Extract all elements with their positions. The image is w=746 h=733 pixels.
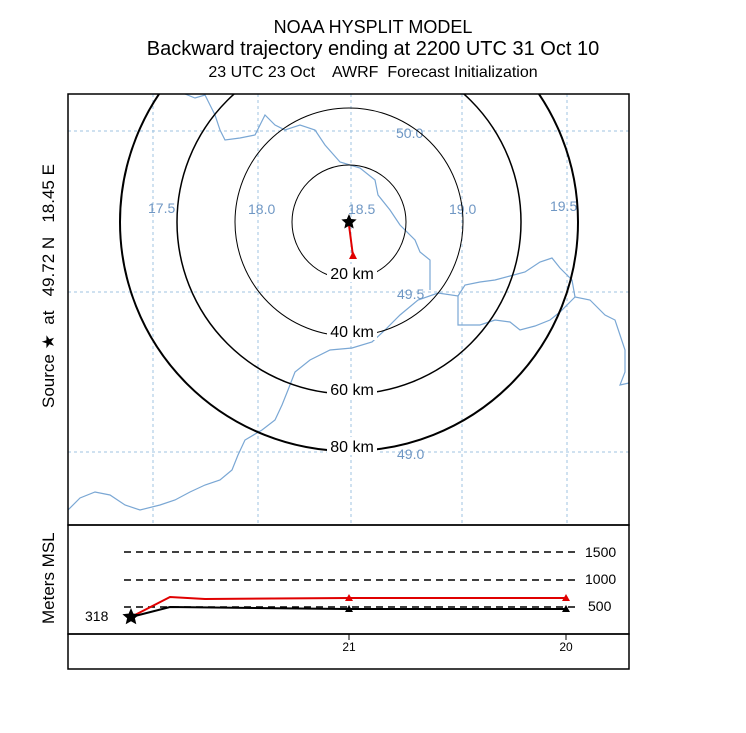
reference-label: 500 xyxy=(588,598,612,614)
ring-label: 80 km xyxy=(330,439,374,456)
longitude-label: 18.5 xyxy=(348,201,375,217)
reference-label: 1000 xyxy=(585,571,616,587)
height-marker-black xyxy=(345,605,353,612)
time-axis: 21 20 xyxy=(67,633,630,670)
latitude-label: 49.5 xyxy=(397,286,424,302)
map-panel: 17.5 18.0 18.5 19.0 19.5 50.0 49.5 49.0 … xyxy=(67,93,630,526)
trajectory-line xyxy=(348,224,354,257)
ring-label: 20 km xyxy=(330,266,374,283)
longitude-label: 17.5 xyxy=(148,200,175,216)
ring-label: 60 km xyxy=(330,382,374,399)
height-marker-red xyxy=(562,594,570,601)
longitude-label: 19.5 xyxy=(550,198,577,214)
trajectory-path xyxy=(348,224,357,259)
time-label: 21 xyxy=(342,640,356,654)
map-frame xyxy=(67,93,630,526)
trajectory-endpoint-marker xyxy=(349,251,357,259)
height-profile-red xyxy=(130,595,566,618)
ring-labels: 20 km 40 km 60 km 80 km xyxy=(327,264,377,456)
chart-subtitle: Backward trajectory ending at 2200 UTC 3… xyxy=(146,38,600,60)
chart-title: NOAA HYSPLIT MODEL xyxy=(273,17,473,37)
border-line xyxy=(457,296,576,331)
forecast-info: 23 UTC 23 Oct AWRF Forecast Initializati… xyxy=(208,64,538,81)
latitude-label: 49.0 xyxy=(397,446,424,462)
height-profile-black xyxy=(130,605,566,618)
graticule xyxy=(68,94,629,525)
time-label: 20 xyxy=(559,640,573,654)
latitude-label: 50.0 xyxy=(396,125,423,141)
source-star-height-icon xyxy=(122,608,140,625)
longitude-label: 18.0 xyxy=(248,201,275,217)
height-marker-black xyxy=(562,605,570,612)
start-height-label: 318 xyxy=(85,608,109,624)
grid-labels: 17.5 18.0 18.5 19.0 19.5 50.0 49.5 49.0 xyxy=(148,125,577,462)
reference-label: 1500 xyxy=(585,544,616,560)
height-panel: 1500 1000 500 318 xyxy=(67,524,630,635)
border-line xyxy=(68,257,629,511)
height-labels: 1500 1000 500 318 xyxy=(85,544,616,624)
ring-label: 40 km xyxy=(330,324,374,341)
source-star-icon xyxy=(341,214,357,229)
height-marker-red xyxy=(345,594,353,601)
